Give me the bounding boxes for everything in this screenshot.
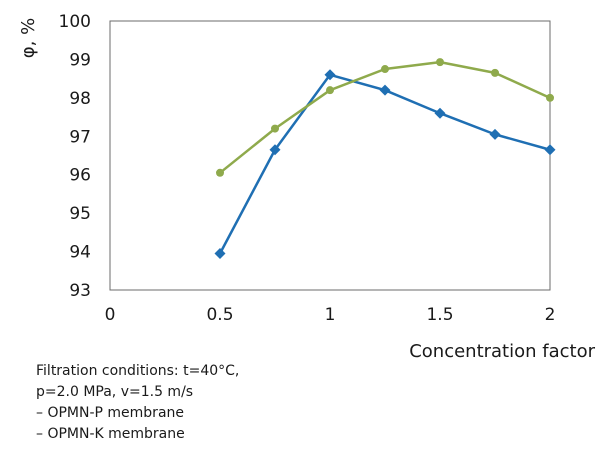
y-tick-label: 95 (69, 204, 91, 224)
y-tick-label: 99 (69, 50, 91, 70)
y-axis: 93 94 95 96 97 98 99 100 (59, 12, 91, 301)
y-tick-label: 96 (69, 166, 91, 186)
data-point-circle (326, 86, 334, 95)
figure-notes: Filtration conditions: t=40°C, p=2.0 MPa… (36, 361, 239, 445)
series-1-line (218, 73, 551, 255)
y-axis-label: φ, % (18, 18, 39, 58)
notes-legend-opmn-p: – OPMN-P membrane (36, 405, 185, 421)
data-point-circle (546, 93, 554, 102)
data-point-circle (491, 68, 499, 77)
data-point-circle (216, 168, 224, 177)
data-point-diamond (214, 247, 226, 259)
x-tick-label: 0 (105, 305, 116, 325)
data-point-diamond (324, 69, 336, 81)
line-chart: 93 94 95 96 97 98 99 100 0 0.5 1 1.5 2 φ, % Concent… (18, 12, 596, 360)
data-point-diamond (489, 128, 501, 140)
x-axis: 0 0.5 1 1.5 2 (105, 305, 556, 325)
y-tick-label: 100 (59, 12, 91, 32)
y-tick-label: 97 (69, 127, 91, 147)
x-tick-label: 2 (545, 305, 556, 325)
data-point-diamond (434, 107, 446, 119)
y-tick-label: 98 (69, 89, 91, 109)
notes-conditions-line2: p=2.0 MPa, v=1.5 m/s (36, 384, 194, 400)
data-point-circle (381, 65, 389, 74)
data-point-circle (271, 124, 279, 133)
series-2-line (219, 60, 551, 174)
y-tick-label: 94 (69, 243, 91, 263)
x-tick-label: 0.5 (206, 305, 233, 325)
data-point-diamond (269, 144, 281, 156)
x-tick-label: 1 (325, 305, 336, 325)
data-point-diamond (379, 84, 391, 96)
notes-conditions-line1: Filtration conditions: t=40°C, (36, 363, 240, 379)
series-2 (216, 58, 554, 177)
notes-legend-opmn-k: – OPMN-K membrane (36, 426, 185, 442)
plot-area (109, 20, 551, 291)
data-point-diamond (544, 144, 556, 156)
plot-border (109, 20, 551, 291)
series-1 (214, 69, 556, 259)
data-point-circle (436, 58, 444, 67)
series-layer (214, 58, 556, 259)
y-tick-label: 93 (69, 281, 91, 301)
x-axis-label: Concentration factor (409, 341, 595, 360)
x-tick-label: 1.5 (426, 305, 453, 325)
